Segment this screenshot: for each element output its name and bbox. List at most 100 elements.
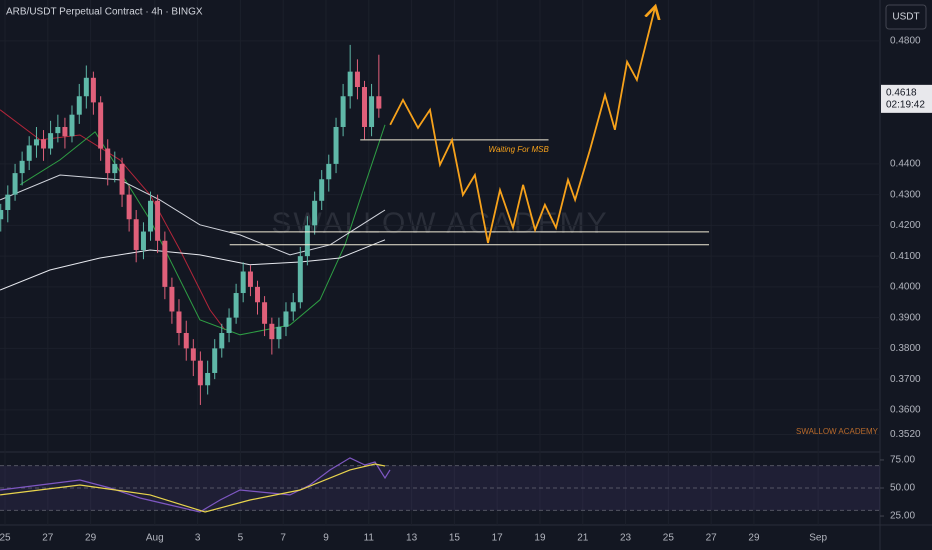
x-tick-label: Aug (146, 533, 164, 544)
candle-body (376, 96, 382, 109)
y-tick-label: 0.4200 (890, 220, 921, 231)
main-panel: Waiting For MSB (0, 44, 710, 405)
signature: SWALLOW ACADEMY (796, 427, 879, 436)
axes: 25 27 29 Aug 3 5 7 9 11 13 15 17 19 21 23 25 27 29 Sep 0.48… (0, 36, 921, 544)
x-tick-label: 29 (85, 533, 97, 544)
candle-body (62, 126, 68, 137)
y-tick-label: 0.4100 (890, 251, 921, 262)
candle-body (90, 77, 96, 103)
candle-body (212, 348, 218, 373)
candle-body (105, 148, 111, 174)
candle-body (240, 271, 246, 294)
y-tick-label: 0.3700 (890, 374, 921, 385)
candle-body (276, 326, 282, 340)
candle-body (162, 240, 168, 287)
x-tick-label: 11 (364, 533, 375, 544)
candle-body (98, 102, 104, 149)
candle-body (55, 126, 61, 134)
x-tick-label: 9 (323, 533, 329, 544)
x-tick-label: 25 (0, 533, 11, 544)
candle-body (155, 200, 161, 241)
rsi-panel (0, 457, 880, 513)
moving-average (0, 239, 386, 291)
candle-body (262, 302, 268, 324)
candle-body (297, 256, 303, 303)
watermark: SWALLOW ACADEMY (271, 207, 608, 240)
currency-label[interactable]: USDT (892, 12, 919, 23)
x-tick-label: 17 (492, 533, 504, 544)
x-tick-label: 29 (748, 533, 760, 544)
rsi-band (0, 465, 880, 511)
candle-body (76, 96, 82, 115)
x-tick-label: 19 (534, 533, 546, 544)
candle-body (290, 302, 296, 312)
x-tick-label: 27 (706, 533, 718, 544)
currency-button[interactable] (885, 4, 927, 30)
rsi-line (0, 457, 391, 513)
candle-body (12, 173, 18, 195)
candle-body (48, 133, 54, 149)
x-tick-label: 5 (238, 533, 244, 544)
x-tick-label: 23 (620, 533, 632, 544)
y-tick-label: 0.4800 (890, 36, 921, 47)
candle-body (183, 333, 189, 349)
candle-body (369, 96, 375, 127)
candle-body (205, 372, 211, 386)
moving-average (19, 124, 386, 336)
candle-body (219, 333, 225, 349)
candle-body (233, 293, 239, 318)
projection-path (389, 8, 655, 244)
rsi-tick-label: 50.00 (890, 483, 915, 494)
candle-body (148, 200, 154, 232)
candle-body (362, 87, 368, 127)
moving-average (0, 174, 386, 256)
candle-body (133, 219, 139, 250)
chart-title: ARB/USDT Perpetual Contract · 4h · BINGX (6, 7, 203, 18)
candle-body (169, 286, 175, 312)
candle-body (255, 286, 261, 303)
candle-body (69, 114, 75, 137)
candle-body (119, 163, 125, 195)
candle-body (333, 126, 339, 164)
rsi-line (0, 463, 386, 513)
level-annotation: Waiting For MSB (489, 145, 550, 154)
x-tick-label: 13 (406, 533, 418, 544)
candle-body (26, 145, 32, 161)
y-tick-label: 0.4300 (890, 189, 921, 200)
x-tick-label: 27 (42, 533, 54, 544)
candle-body (33, 139, 39, 146)
x-tick-label: Sep (809, 533, 827, 544)
candle-body (126, 194, 132, 220)
candle-body (347, 71, 353, 97)
x-tick-label: 7 (280, 533, 286, 544)
y-tick-label: 0.3800 (890, 343, 921, 354)
candle-body (176, 311, 182, 334)
x-tick-label: 3 (195, 533, 201, 544)
moving-average (0, 109, 226, 331)
y-tick-label: 0.3600 (890, 405, 921, 416)
x-tick-label: 15 (449, 533, 461, 544)
y-tick-label: 0.4400 (890, 159, 921, 170)
candle-body (0, 210, 4, 220)
y-tick-label: 0.3520 (890, 429, 921, 440)
x-tick-label: 21 (577, 533, 589, 544)
rsi-tick-label: 25.00 (890, 511, 915, 522)
candle-body (247, 271, 253, 287)
candle-body (112, 163, 118, 174)
candle-body (312, 200, 318, 226)
candle-body (354, 71, 360, 88)
candle-body (340, 96, 346, 127)
price-tag-value: 0.4618 (886, 87, 917, 98)
price-tag (881, 84, 932, 113)
candle-body (19, 160, 25, 174)
candle-body (190, 348, 196, 361)
candle-body (5, 194, 11, 211)
candle-body (83, 77, 89, 97)
candle-body (319, 179, 325, 201)
x-tick-label: 25 (663, 533, 675, 544)
candle-body (269, 323, 275, 340)
candle-body (41, 139, 47, 149)
candle-body (197, 360, 203, 386)
